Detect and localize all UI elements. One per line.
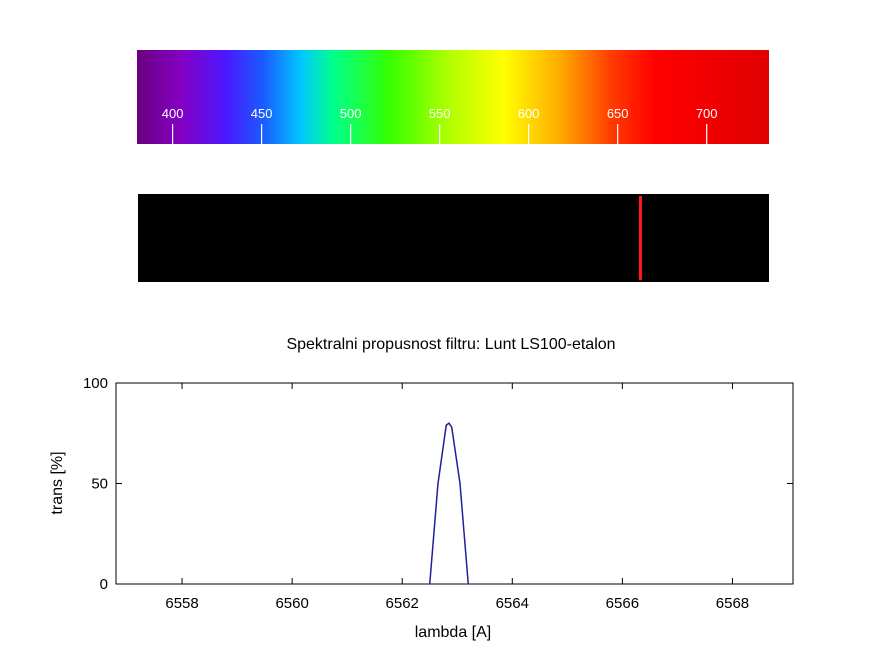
- spectrum-tick-label: 400: [162, 106, 184, 121]
- x-axis-label: lambda [A]: [415, 624, 491, 641]
- spectrum-tick-label: 500: [340, 106, 362, 121]
- x-axis-ticks: 6558 6560 6562 6564 6566 6568: [165, 383, 749, 612]
- spectrum-tick-label: 600: [518, 106, 540, 121]
- spectrum-ticks: 400 450 500 550 600 650 700: [162, 106, 718, 144]
- transmission-plot: Spektralni propusnost filtru: Lunt LS100…: [49, 336, 794, 641]
- chart-title: Spektralni propusnost filtru: Lunt LS100…: [286, 336, 615, 353]
- x-tick-label: 6558: [165, 595, 198, 612]
- series-line-transmission: [428, 422, 470, 585]
- y-axis-label: trans [%]: [49, 451, 66, 514]
- x-tick-label: 6560: [275, 595, 308, 612]
- spectrum-gradient: [137, 50, 769, 144]
- emission-background: [138, 194, 769, 282]
- y-tick-label: 50: [91, 476, 108, 493]
- spectrum-tick-label: 650: [607, 106, 629, 121]
- x-tick-label: 6566: [606, 595, 639, 612]
- plot-axes-box: [115, 382, 794, 585]
- x-tick-label: 6562: [386, 595, 419, 612]
- y-axis-ticks: 0 50 100: [83, 375, 793, 593]
- y-tick-label: 0: [100, 576, 108, 593]
- x-tick-label: 6564: [496, 595, 529, 612]
- y-tick-label: 100: [83, 375, 108, 392]
- spectrum-tick-label: 700: [696, 106, 718, 121]
- spectrum-tick-label: 550: [429, 106, 451, 121]
- spectrum-tick-label: 450: [251, 106, 273, 121]
- x-tick-label: 6568: [716, 595, 749, 612]
- emission-bar: [138, 194, 769, 282]
- spectrum-bar: 400 450 500 550 600 650 700: [137, 50, 769, 144]
